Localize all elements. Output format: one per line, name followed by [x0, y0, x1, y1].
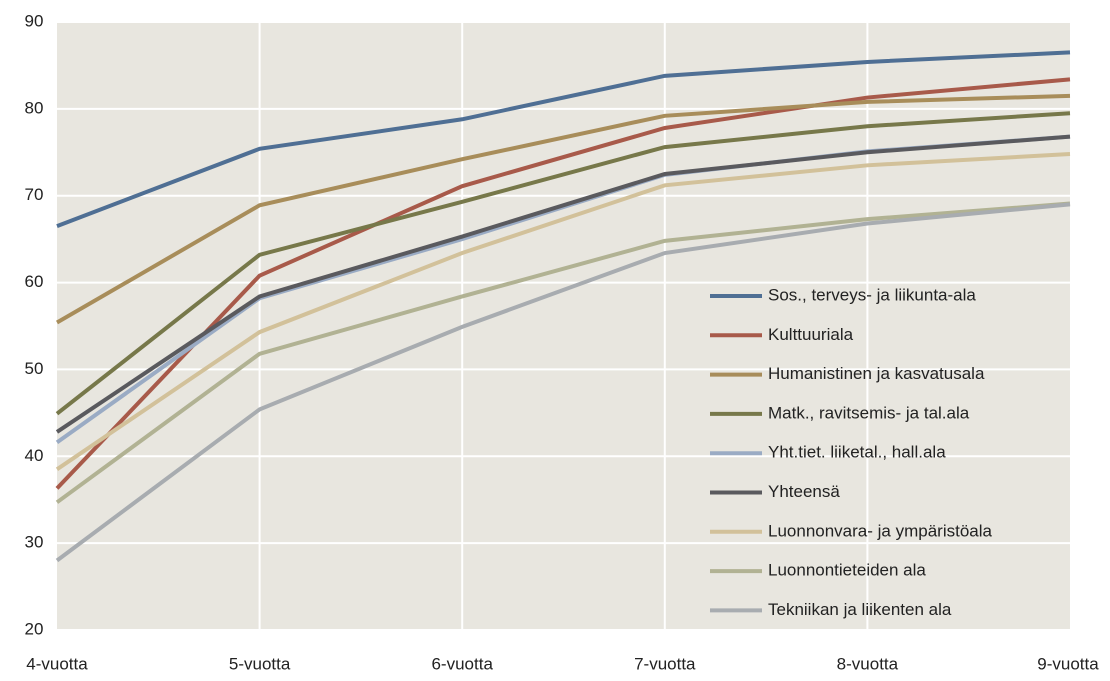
legend-label: Humanistinen ja kasvatusala — [768, 364, 985, 383]
legend-label: Luonnonvara- ja ympäristöala — [768, 521, 993, 540]
x-tick-label: 6-vuotta — [431, 654, 493, 673]
x-tick-label: 7-vuotta — [634, 654, 696, 673]
series-line — [56, 50, 1071, 228]
series-line — [55, 93, 1071, 325]
x-tick-label: 9-vuotta — [1037, 654, 1099, 673]
y-tick-label: 80 — [25, 98, 44, 117]
series-line — [55, 152, 1071, 471]
series-line — [55, 134, 1071, 434]
y-tick-label: 50 — [25, 359, 44, 378]
series-line — [55, 111, 1071, 416]
legend-label: Yhteensä — [768, 482, 840, 501]
y-tick-label: 30 — [25, 533, 44, 552]
x-tick-label: 4-vuotta — [26, 654, 88, 673]
legend-label: Yht.tiet. liiketal., hall.ala — [768, 443, 946, 462]
legend-label: Luonnontieteiden ala — [768, 561, 926, 580]
legend-label: Kulttuuriala — [768, 325, 854, 344]
y-tick-label: 60 — [25, 272, 44, 291]
legend-label: Matk., ravitsemis- ja tal.ala — [768, 403, 970, 422]
y-tick-label: 20 — [25, 619, 44, 638]
y-tick-label: 40 — [25, 446, 44, 465]
x-tick-label: 5-vuotta — [229, 654, 291, 673]
legend-label: Tekniikan ja liikenten ala — [768, 600, 952, 619]
series-line — [55, 202, 1071, 563]
y-tick-label: 90 — [25, 11, 44, 30]
x-tick-label: 8-vuotta — [837, 654, 899, 673]
series-line — [55, 201, 1071, 504]
legend-label: Sos., terveys- ja liikunta-ala — [768, 285, 976, 304]
series-line — [55, 77, 1071, 490]
y-tick-label: 70 — [25, 185, 44, 204]
